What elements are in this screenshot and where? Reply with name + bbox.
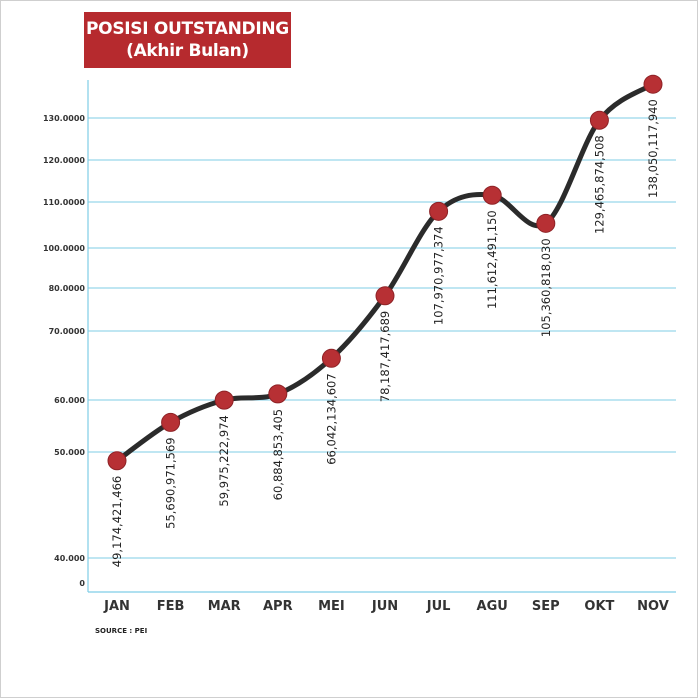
data-point	[321, 348, 341, 368]
y-tick-label: 0	[79, 579, 85, 588]
y-tick-label: 110.0000	[43, 198, 85, 207]
x-tick-label: SEP	[532, 599, 560, 614]
data-point	[107, 451, 127, 471]
data-label: 78,187,417,689	[378, 311, 392, 402]
x-tick-label: FEB	[157, 599, 185, 614]
x-tick-labels: JAN FEB MAR APR MEI JUN JUL AGU SEP OKT NOV	[103, 599, 669, 614]
x-tick-label: JUN	[371, 599, 398, 614]
x-tick-label: JAN	[103, 599, 130, 614]
data-point	[375, 286, 395, 306]
chart-subtitle: (Akhir Bulan)	[126, 41, 249, 61]
x-tick-label: AGU	[477, 599, 508, 614]
y-tick-label: 120.0000	[43, 156, 85, 165]
data-point	[482, 185, 502, 205]
grid-lines	[88, 117, 676, 559]
data-point	[214, 390, 234, 410]
data-label: 55,690,971,569	[164, 437, 178, 528]
data-label: 105,360,818,030	[539, 238, 553, 337]
y-tick-label: 50.000	[54, 448, 85, 457]
y-tick-label: 80.0000	[49, 284, 86, 293]
x-tick-label: MAR	[208, 599, 241, 614]
series-line	[114, 81, 656, 464]
y-tick-label: 130.0000	[43, 114, 85, 123]
x-tick-label: JUL	[426, 599, 451, 614]
data-point	[429, 201, 449, 221]
data-label: 111,612,491,150	[485, 210, 499, 309]
data-label: 129,465,874,508	[592, 135, 606, 234]
data-point	[643, 74, 663, 94]
x-tick-label: MEI	[318, 599, 345, 614]
data-label: 138,050,117,940	[646, 99, 660, 198]
data-label: 60,884,853,405	[271, 409, 285, 500]
source-note: SOURCE : PEI	[95, 627, 148, 635]
y-tick-labels: 130.0000 120.0000 110.0000 100.0000 80.0000 7…	[43, 114, 85, 588]
data-point	[589, 110, 609, 130]
data-label: 66,042,134,607	[324, 373, 338, 464]
y-tick-label: 100.0000	[43, 244, 85, 253]
chart-title-box: POSISI OUTSTANDING (Akhir Bulan)	[84, 12, 291, 68]
x-tick-label: OKT	[584, 599, 614, 614]
data-point	[268, 384, 288, 404]
data-label: 59,975,222,974	[217, 415, 231, 506]
data-labels: 49,174,421,466 55,690,971,569 59,975,222,9…	[110, 99, 660, 567]
data-point	[536, 213, 556, 233]
data-points	[107, 74, 663, 471]
y-tick-label: 60.000	[54, 396, 85, 405]
data-label: 107,970,977,374	[432, 226, 446, 325]
data-label: 49,174,421,466	[110, 476, 124, 567]
x-tick-label: APR	[263, 599, 293, 614]
data-point	[161, 412, 181, 432]
chart-title: POSISI OUTSTANDING	[86, 19, 289, 39]
y-tick-label: 70.0000	[49, 327, 86, 336]
y-tick-label: 40.000	[54, 554, 85, 563]
x-tick-label: NOV	[637, 599, 669, 614]
